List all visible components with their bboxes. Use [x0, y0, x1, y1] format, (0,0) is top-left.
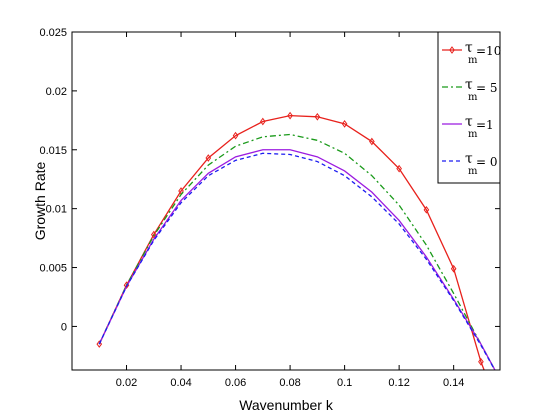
- x-tick-label: 0.12: [388, 377, 409, 389]
- legend-subscript: m: [468, 166, 478, 177]
- data-point: [396, 164, 402, 173]
- data-point: [150, 230, 157, 239]
- legend-subscript: m: [468, 129, 478, 140]
- data-point: [232, 131, 239, 140]
- y-tick-label: 0.025: [39, 27, 67, 39]
- data-point: [369, 137, 375, 146]
- x-tick-label: 0.08: [279, 377, 300, 389]
- x-tick-label: 0.02: [116, 377, 137, 389]
- y-tick-label: 0.015: [39, 145, 67, 157]
- x-tick-label: 0.14: [443, 377, 464, 389]
- legend-subscript: m: [468, 92, 478, 103]
- y-tick-label: 0.01: [46, 204, 67, 216]
- legend-subscript: m: [468, 55, 478, 66]
- legend-symbol: τ: [465, 151, 473, 167]
- data-point: [314, 112, 321, 121]
- series-line-0: [98, 114, 485, 370]
- legend-symbol: τ: [465, 114, 473, 130]
- x-tick-label: 0.04: [170, 377, 191, 389]
- plot-border: [71, 31, 501, 371]
- y-tick-label: 0: [61, 321, 67, 333]
- series-line-3: [98, 152, 496, 370]
- legend-box: [437, 31, 501, 184]
- data-point: [260, 117, 266, 126]
- series-lines: [96, 111, 496, 370]
- data-point: [478, 357, 484, 366]
- x-tick-label: 0.06: [225, 377, 246, 389]
- series-line-1: [98, 133, 496, 370]
- legend-value: =10: [476, 44, 501, 58]
- axes: 0.02 0.04 0.06 0.08 0.1 0.12 0.14 0 0.005 0.01 0.0…: [39, 27, 500, 389]
- plot-frame: [71, 31, 501, 371]
- x-tick-label: 0.1: [337, 377, 352, 389]
- data-point: [450, 264, 457, 273]
- legend-symbol: τ: [465, 40, 473, 56]
- legend-marker: [449, 46, 455, 54]
- data-point: [205, 154, 212, 162]
- data-point: [341, 120, 348, 128]
- x-axis-label: Wavenumber k: [239, 397, 334, 413]
- legend-value: = 5: [476, 81, 498, 95]
- data-point: [287, 111, 293, 120]
- y-axis-label: Growth Rate: [32, 161, 48, 240]
- data-point: [96, 340, 103, 348]
- y-tick-label: 0.02: [46, 86, 67, 98]
- legend-value: =1: [476, 118, 494, 132]
- y-tick-label: 0.005: [39, 263, 67, 275]
- series-line-2: [98, 149, 496, 370]
- data-point: [423, 205, 430, 214]
- legend-value: = 0: [476, 155, 498, 169]
- legend-symbol: τ: [465, 77, 473, 93]
